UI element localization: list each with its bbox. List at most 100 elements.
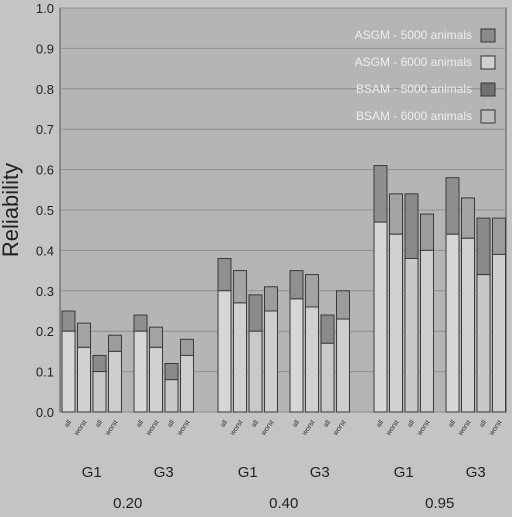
bar-label: worst <box>301 419 317 438</box>
bar-lower-segment <box>248 330 263 413</box>
bar-lower-segment <box>320 342 335 413</box>
bar-label: all <box>375 419 385 429</box>
bar-label: all <box>447 419 457 429</box>
bar-upper-segment <box>320 314 335 344</box>
bar-lower-segment <box>264 310 278 413</box>
bar-lower-segment <box>373 221 388 413</box>
bar-upper-segment <box>180 338 194 356</box>
bar-lower-segment <box>305 306 319 413</box>
generation-label: G3 <box>466 464 486 481</box>
bar-label: worst <box>73 419 89 438</box>
y-tick-label: 0.6 <box>36 163 54 178</box>
bar-label: all <box>166 419 176 429</box>
bar-lower-segment <box>77 346 91 413</box>
bar-label: worst <box>385 419 401 438</box>
y-tick-label: 0.0 <box>36 405 54 420</box>
bar-lower-segment <box>180 354 194 413</box>
legend-swatch <box>480 55 496 70</box>
bar-lower-segment <box>217 290 232 413</box>
heritability-label: 0.95 <box>425 495 454 512</box>
bar-lower-segment <box>133 330 148 413</box>
y-tick-label: 0.4 <box>36 243 54 258</box>
bar-label: worst <box>488 419 504 438</box>
bar-label: worst <box>176 419 192 438</box>
legend: ASGM - 5000 animals ASGM - 6000 animals BS… <box>355 28 496 124</box>
bar-upper-segment <box>404 193 419 259</box>
bar-lower-segment <box>289 298 304 413</box>
bar-lower-segment <box>149 346 163 413</box>
generation-label: G1 <box>394 464 414 481</box>
bar-upper-segment <box>289 270 304 300</box>
bar-upper-segment <box>305 274 319 308</box>
bar-upper-segment <box>248 294 263 332</box>
bar-lower-segment <box>61 330 76 413</box>
bar-lower-segment <box>233 302 247 413</box>
bar-lower-segment <box>461 237 475 413</box>
legend-label: BSAM - 6000 animals <box>356 109 472 123</box>
bars-layer <box>61 165 506 413</box>
bar-label: all <box>94 419 104 429</box>
bar-upper-segment <box>420 213 434 251</box>
bar-label: worst <box>260 419 276 438</box>
heritability-label: 0.20 <box>113 495 142 512</box>
bar-upper-segment <box>77 322 91 348</box>
bar-upper-segment <box>149 326 163 348</box>
y-tick-label: 0.1 <box>36 365 54 380</box>
bar-lower-segment <box>445 233 460 413</box>
bar-label: all <box>406 419 416 429</box>
generation-label: G1 <box>82 464 102 481</box>
generation-label: G1 <box>238 464 258 481</box>
bar-label: worst <box>104 419 120 438</box>
bar-lower-segment <box>336 318 350 413</box>
heritability-label: 0.40 <box>269 495 298 512</box>
bar-label: all <box>291 419 301 429</box>
legend-swatch <box>480 82 496 97</box>
bar-upper-segment <box>108 334 122 352</box>
legend-label: ASGM - 6000 animals <box>355 55 472 69</box>
legend-label: ASGM - 5000 animals <box>355 28 472 42</box>
generation-label: G3 <box>154 464 174 481</box>
bar-lower-segment <box>404 257 419 413</box>
bar-label: worst <box>416 419 432 438</box>
bar-label: all <box>478 419 488 429</box>
y-tick-label: 0.2 <box>36 324 54 339</box>
legend-label: BSAM - 5000 animals <box>356 82 472 96</box>
legend-swatch <box>480 109 496 124</box>
y-tick-label: 0.5 <box>36 203 54 218</box>
bar-upper-segment <box>264 286 278 312</box>
y-tick-label: 0.8 <box>36 82 54 97</box>
y-tick-label: 0.9 <box>36 41 54 56</box>
bar-upper-segment <box>336 290 350 320</box>
bar-label: worst <box>332 419 348 438</box>
bar-upper-segment <box>61 310 76 332</box>
bar-label: all <box>250 419 260 429</box>
bar-label: worst <box>457 419 473 438</box>
bar-lower-segment <box>108 350 122 413</box>
bar-upper-segment <box>476 217 491 276</box>
y-tick-label: 0.3 <box>36 284 54 299</box>
bar-label: all <box>63 419 73 429</box>
generation-label: G3 <box>310 464 330 481</box>
bar-upper-segment <box>233 270 247 304</box>
bar-upper-segment <box>492 217 506 255</box>
bar-label: worst <box>229 419 245 438</box>
bar-upper-segment <box>389 193 403 235</box>
bar-lower-segment <box>92 371 107 413</box>
bar-lower-segment <box>389 233 403 413</box>
bar-label: all <box>219 419 229 429</box>
bar-upper-segment <box>133 314 148 332</box>
bar-upper-segment <box>373 165 388 223</box>
bar-lower-segment <box>476 274 491 413</box>
y-tick-label: 1.0 <box>36 1 54 16</box>
bar-label: worst <box>145 419 161 438</box>
bar-upper-segment <box>164 363 179 381</box>
bar-upper-segment <box>217 257 232 292</box>
bar-lower-segment <box>164 379 179 413</box>
bar-label: all <box>135 419 145 429</box>
bar-upper-segment <box>461 197 475 239</box>
y-axis-label: Reliability <box>0 163 23 257</box>
bar-lower-segment <box>492 253 506 413</box>
bar-label: all <box>322 419 332 429</box>
